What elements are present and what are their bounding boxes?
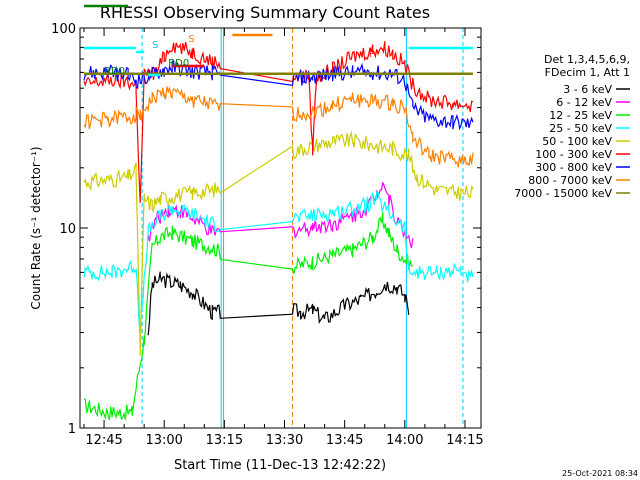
legend-header: Det 1,3,4,5,6,9, — [544, 53, 630, 66]
footer-date: 25-Oct-2021 08:34 — [562, 469, 638, 478]
plot-area — [83, 28, 474, 428]
series-line — [84, 212, 413, 421]
y-axis-label: Count Rate (s⁻¹ detector⁻¹) — [29, 146, 43, 309]
legend-label: 7000 - 15000 keV — [514, 187, 612, 200]
legend-label: 25 - 50 keV — [549, 122, 612, 135]
legend-label: 50 - 100 keV — [542, 135, 612, 148]
x-tick-label: 13:30 — [266, 433, 303, 448]
flag-label: P — [369, 49, 375, 60]
x-axis-label: Start Time (11-Dec-13 12:42:22) — [174, 458, 386, 473]
flag-label: RD0 — [104, 66, 125, 77]
legend-label: 6 - 12 keV — [556, 96, 612, 109]
x-tick-label: 12:45 — [85, 433, 122, 448]
axes: 12:45 13:00 13:15 13:30 13:45 14:00 14:15 1 10 10… — [51, 22, 484, 448]
overlay-bars: RD0 RD0 S S P — [84, 4, 473, 77]
series-line — [83, 191, 474, 339]
x-tick-label: 13:45 — [326, 433, 363, 448]
legend-label: 100 - 300 keV — [535, 148, 612, 161]
series-line — [83, 59, 474, 131]
flag-label: RD0 — [168, 58, 189, 69]
x-tick-label: 14:15 — [446, 433, 483, 448]
chart-title: RHESSI Observing Summary Count Rates — [100, 3, 430, 22]
series-line — [83, 85, 474, 168]
series-line — [147, 271, 410, 336]
legend-label: 800 - 7000 keV — [528, 174, 612, 187]
flag-label: S — [152, 40, 158, 51]
legend-label: 12 - 25 keV — [549, 109, 612, 122]
x-tick-label: 14:00 — [386, 433, 423, 448]
series-line — [147, 182, 414, 249]
legend-header: FDecim 1, Att 1 — [545, 66, 630, 79]
x-tick-label: 13:00 — [145, 433, 182, 448]
legend-label: 300 - 800 keV — [535, 161, 612, 174]
y-tick-label: 10 — [59, 222, 76, 237]
flag-label: S — [188, 34, 194, 45]
legend-label: 3 - 6 keV — [563, 83, 612, 96]
y-tick-label: 1 — [68, 422, 76, 437]
legend: Det 1,3,4,5,6,9,FDecim 1, Att 1 3 - 6 keV… — [514, 53, 630, 200]
series-line — [83, 41, 474, 203]
y-tick-label: 100 — [51, 22, 76, 37]
x-tick-label: 13:15 — [206, 433, 243, 448]
